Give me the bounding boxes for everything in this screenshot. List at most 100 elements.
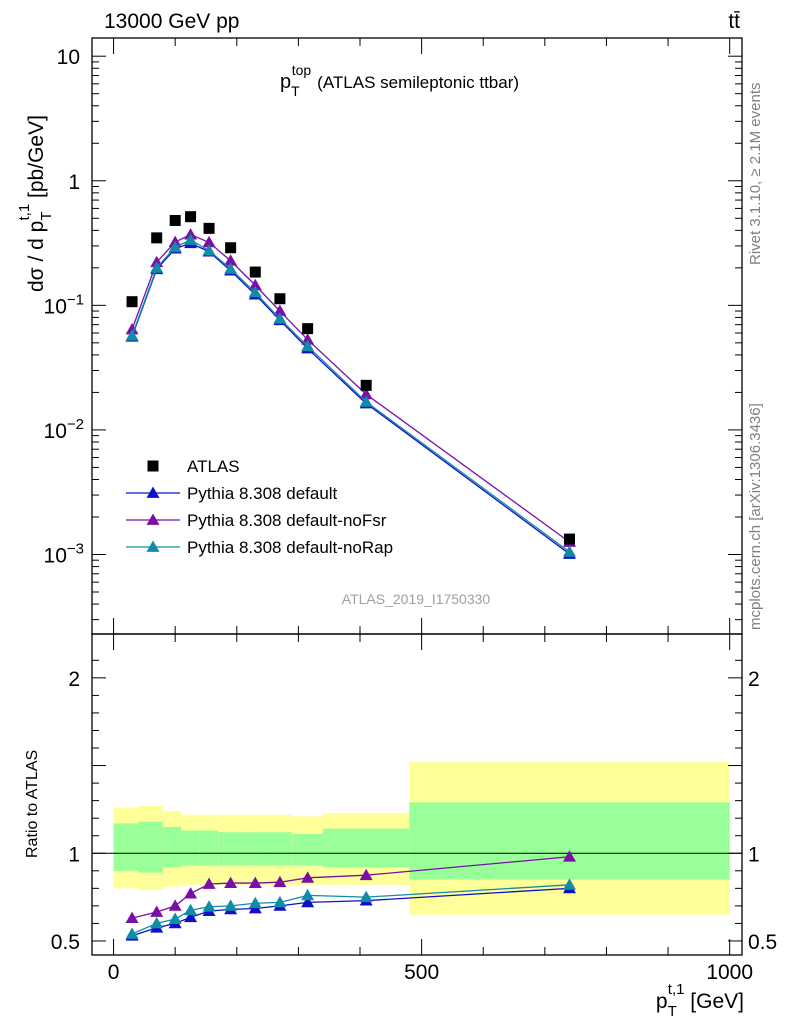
- ratio-series-point: [168, 899, 182, 911]
- y-tick-label: 10−3: [44, 540, 84, 567]
- series-point: [301, 333, 315, 345]
- ratio-series-point: [359, 890, 373, 902]
- ratio-series-point: [224, 876, 238, 888]
- ratio-series-point: [273, 875, 287, 888]
- ratio-series-point: [248, 896, 262, 909]
- uncertainty-band-inner: [113, 823, 139, 871]
- ratio-plot-frame: [91, 633, 743, 956]
- series-point: [202, 244, 216, 256]
- ratio-series-point: [301, 895, 315, 908]
- series-point: [273, 304, 287, 316]
- data-point: [185, 211, 197, 223]
- series-point: [359, 395, 373, 407]
- uncertainty-band-inner: [181, 830, 200, 866]
- data-point: [151, 232, 163, 244]
- legend-label: Pythia 8.308 default-noFsr: [187, 511, 387, 530]
- series-point: [248, 278, 262, 291]
- legend-item: ATLAS: [147, 457, 240, 476]
- data-point: [169, 214, 181, 226]
- series-point: [125, 329, 139, 341]
- legend-label: ATLAS: [187, 457, 240, 476]
- series-point: [184, 233, 198, 245]
- series-point: [301, 339, 315, 352]
- series-point: [562, 545, 576, 557]
- ratio-series-point: [125, 927, 139, 939]
- ratio-series-point: [248, 876, 262, 888]
- ratio-y-tick-label: 2: [748, 668, 760, 691]
- ratio-series-point: [202, 877, 216, 889]
- ratio-series-point: [359, 868, 373, 881]
- legend-marker: [146, 513, 160, 525]
- legend-label: Pythia 8.308 default-noRap: [187, 538, 393, 557]
- ratio-y-tick-label: 2: [68, 668, 80, 691]
- main-plot-area: 10 1 10−1 10−2 10−3 ATLAS Pythia 8.308 default…: [44, 37, 743, 635]
- ratio-series-point: [562, 850, 576, 862]
- main-plot-title: pTtop(ATLAS semileptonic ttbar): [280, 62, 519, 99]
- series-point: [273, 312, 287, 324]
- ratio-series-point: [301, 888, 315, 901]
- y-tick-label: 10−1: [44, 291, 84, 318]
- uncertainty-band-inner: [323, 828, 410, 868]
- header-process-label: 13000 GeV pp: [104, 10, 239, 33]
- ratio-series-point: [301, 871, 315, 883]
- uncertainty-band-inner: [292, 833, 324, 866]
- ratio-y-tick-label: 0.5: [51, 931, 80, 954]
- rivet-version-label: Rivet 3.1.10, ≥ 2.1M events: [747, 83, 764, 266]
- analysis-watermark: ATLAS_2019_I1750330: [342, 591, 491, 607]
- ratio-series-point: [184, 910, 198, 923]
- data-point: [302, 323, 314, 335]
- legend-item: Pythia 8.308 default: [126, 484, 338, 503]
- data-point: [360, 379, 372, 391]
- x-tick-label: 0: [108, 961, 120, 984]
- header-final-state-label: tt̄: [728, 10, 740, 33]
- series-point: [359, 387, 373, 400]
- y-tick-label: 10−2: [44, 416, 84, 443]
- series-point: [125, 322, 139, 335]
- ratio-y-tick-label: 0.5: [748, 931, 777, 954]
- legend-marker: [146, 540, 160, 552]
- legend-marker: [146, 486, 160, 498]
- y-tick-label: 10: [57, 46, 80, 69]
- series-point: [202, 235, 216, 248]
- uncertainty-band-inner: [267, 832, 293, 866]
- series-point: [168, 240, 182, 253]
- legend-marker: [147, 460, 159, 472]
- ratio-y-tick-label: 1: [68, 843, 80, 866]
- series-point: [224, 262, 238, 274]
- series-line: [131, 242, 570, 555]
- uncertainty-band-inner: [162, 826, 182, 868]
- data-point: [203, 222, 215, 234]
- uncertainty-band-inner: [409, 802, 730, 880]
- ratio-y-axis-label: Ratio to ATLAS: [24, 750, 41, 858]
- legend: ATLAS Pythia 8.308 default Pythia 8.308 de…: [126, 457, 393, 557]
- ratio-series-point: [125, 911, 139, 924]
- ratio-y-tick-label: 1: [748, 843, 760, 866]
- data-point: [126, 296, 138, 308]
- ratio-series-point: [150, 905, 164, 917]
- series-point: [248, 285, 262, 298]
- ratio-series-point: [168, 912, 182, 924]
- y-tick-label: 1: [68, 171, 80, 194]
- uncertainty-band-inner: [242, 832, 268, 866]
- legend-item: Pythia 8.308 default-noFsr: [126, 511, 387, 530]
- x-tick-label: 1000: [706, 961, 753, 984]
- ratio-series-point: [184, 903, 198, 916]
- series-point: [224, 254, 238, 266]
- ratio-series-point: [562, 878, 576, 890]
- x-tick-label: 500: [404, 961, 439, 984]
- ratio-series-point: [184, 887, 198, 899]
- data-point: [563, 533, 575, 545]
- legend-item: Pythia 8.308 default-noRap: [126, 538, 393, 557]
- x-axis-label: pTt,1 [GeV]: [656, 981, 744, 1020]
- uncertainty-band-inner: [138, 821, 163, 873]
- ratio-series-point: [273, 895, 287, 908]
- data-point: [225, 242, 237, 254]
- series-point: [150, 261, 164, 273]
- ratio-series-point: [202, 900, 216, 912]
- ratio-series-point: [150, 916, 164, 929]
- data-point: [249, 266, 261, 278]
- uncertainty-band-inner: [218, 832, 243, 866]
- main-y-axis-label: dσ / d pTt,1 [pb/GeV]: [16, 115, 55, 292]
- ratio-series-point: [224, 899, 238, 911]
- uncertainty-band-inner: [199, 830, 219, 866]
